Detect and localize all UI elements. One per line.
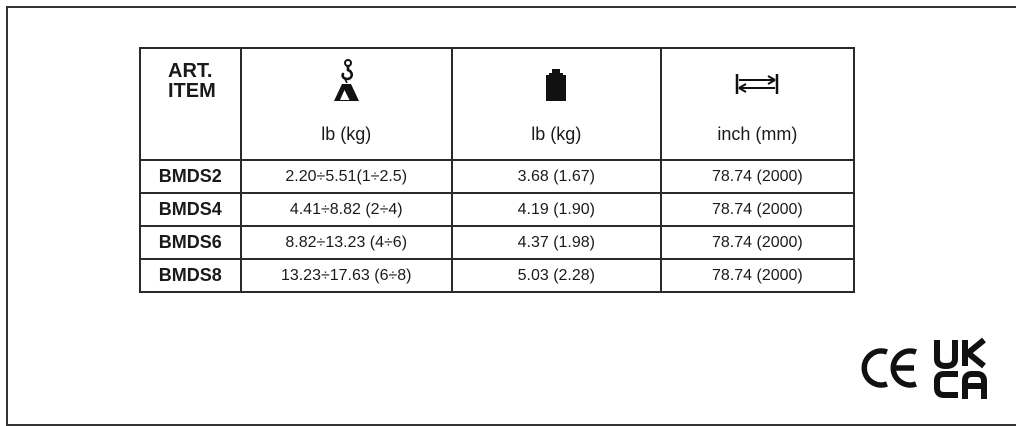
art-cell: BMDS2 [139, 159, 242, 194]
length-cell: 78.74 (2000) [659, 192, 856, 227]
certification-marks [856, 337, 1006, 408]
table-row: BMDS6 8.82÷13.23 (4÷6) 4.37 (1.98) 78.74… [139, 225, 856, 260]
item-header-line2: ITEM [168, 80, 216, 102]
hook-load-icon [331, 59, 361, 108]
art-cell: BMDS6 [139, 225, 242, 260]
table-row: BMDS4 4.41÷8.82 (2÷4) 4.19 (1.90) 78.74 … [139, 192, 856, 227]
ce-ukca-marks-icon [861, 337, 987, 399]
weight-cell: 5.03 (2.28) [450, 258, 662, 293]
table-row: BMDS2 2.20÷5.51(1÷2.5) 3.68 (1.67) 78.74… [139, 159, 856, 194]
ce-mark-icon [861, 348, 917, 388]
length-header: inch (mm) [659, 47, 856, 161]
table-row: BMDS8 13.23÷17.63 (6÷8) 5.03 (2.28) 78.7… [139, 258, 856, 293]
length-unit-label: inch (mm) [717, 124, 798, 144]
weight-icon [546, 69, 567, 106]
capacity-cell: 4.41÷8.82 (2÷4) [239, 192, 453, 227]
capacity-header: lb (kg) [239, 47, 453, 161]
capacity-cell: 8.82÷13.23 (4÷6) [239, 225, 453, 260]
capacity-unit-label: lb (kg) [321, 124, 372, 144]
art-header-line1: ART. [168, 60, 213, 82]
weight-unit-label: lb (kg) [531, 124, 582, 144]
length-cell: 78.74 (2000) [659, 225, 856, 260]
weight-header: lb (kg) [450, 47, 662, 161]
capacity-cell: 2.20÷5.51(1÷2.5) [239, 159, 453, 194]
length-cell: 78.74 (2000) [659, 159, 856, 194]
length-arrow-icon [735, 73, 779, 100]
length-cell: 78.74 (2000) [659, 258, 856, 293]
weight-cell: 4.19 (1.90) [450, 192, 662, 227]
capacity-cell: 13.23÷17.63 (6÷8) [239, 258, 453, 293]
art-item-header: ART. ITEM [139, 47, 242, 161]
ukca-mark-icon [934, 337, 987, 399]
art-cell: BMDS4 [139, 192, 242, 227]
weight-cell: 4.37 (1.98) [450, 225, 662, 260]
specification-table: ART. ITEM lb (kg) [139, 47, 856, 293]
weight-cell: 3.68 (1.67) [450, 159, 662, 194]
table-header-row: ART. ITEM lb (kg) [139, 47, 856, 161]
art-cell: BMDS8 [139, 258, 242, 293]
